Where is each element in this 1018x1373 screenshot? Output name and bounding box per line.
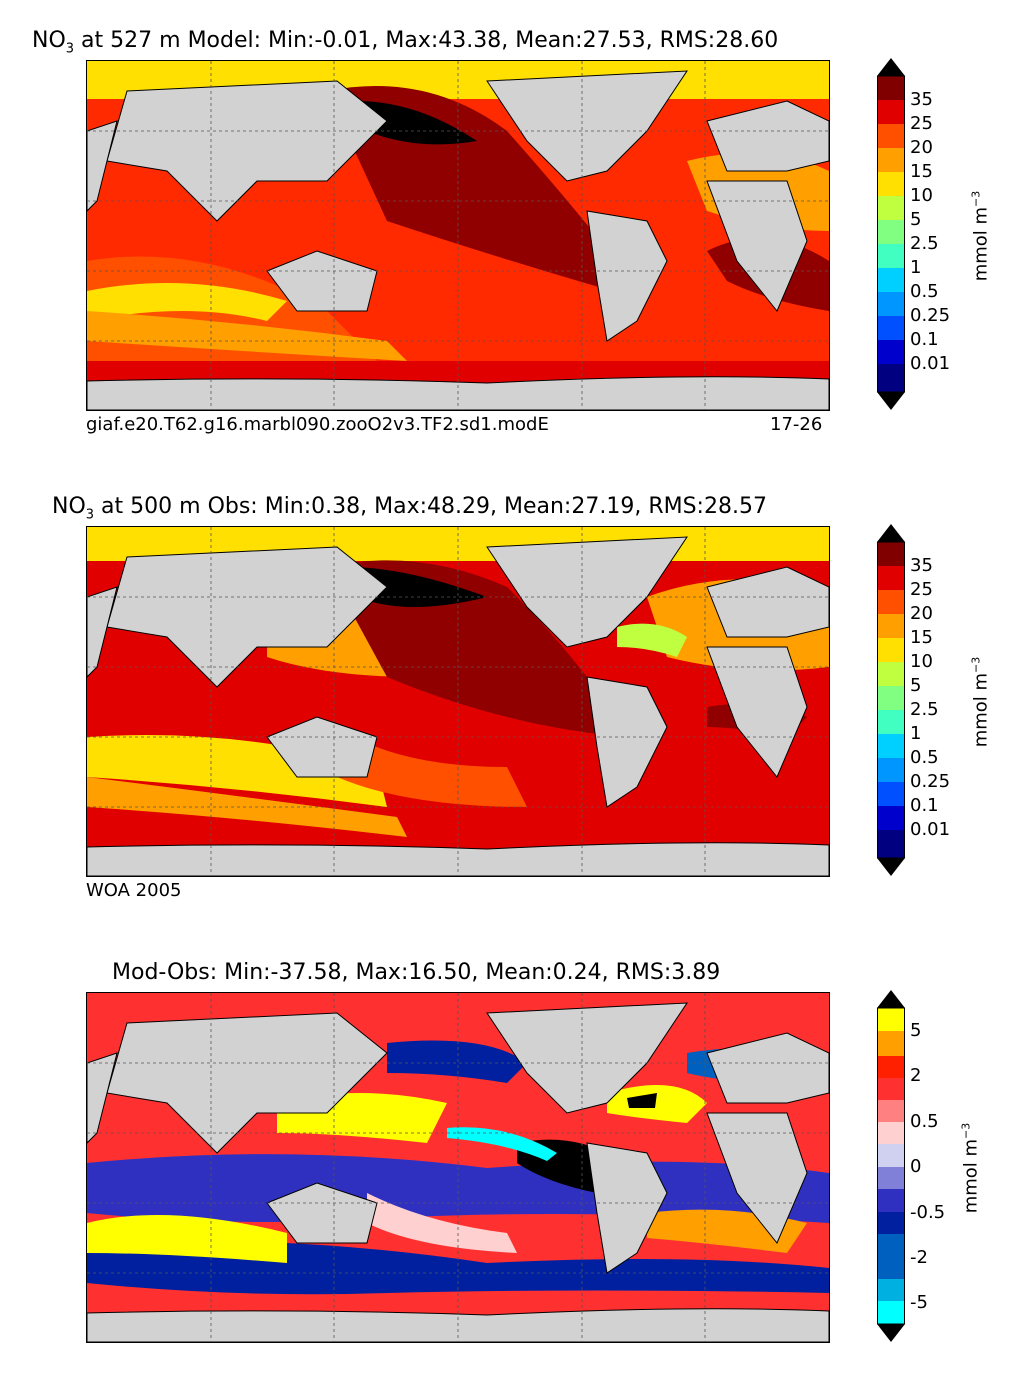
- cb1-label: 5: [910, 209, 922, 230]
- cb1-label: 35: [910, 89, 933, 110]
- cb3-label: 0: [910, 1156, 922, 1177]
- cb1-label: 0.01: [910, 353, 951, 374]
- cb2-label: 0.5: [910, 747, 939, 768]
- panel3-colorbar: [877, 990, 905, 1342]
- cb1-label: 20: [910, 137, 933, 158]
- cb2-label: 10: [910, 651, 933, 672]
- panel1-map: [86, 60, 830, 411]
- cb1-label: 0.1: [910, 329, 939, 350]
- panel3-title: Mod-Obs: Min:-37.58, Max:16.50, Mean:0.2…: [112, 960, 721, 985]
- panel2-colorbar: [877, 524, 905, 876]
- panel2-map: [86, 526, 830, 877]
- panel1-unit-label: mmol m−3: [969, 190, 992, 282]
- cb3-label: -0.5: [910, 1202, 946, 1223]
- cb1-label: 25: [910, 113, 933, 134]
- cb1-label: 0.25: [910, 305, 951, 326]
- cb3-label: 2: [910, 1065, 922, 1086]
- panel1-title: NO3 at 527 m Model: Min:-0.01, Max:43.38…: [32, 28, 779, 57]
- cb2-label: 0.1: [910, 795, 939, 816]
- panel2-unit-label: mmol m−3: [969, 656, 992, 748]
- panel2-caption-left: WOA 2005: [86, 880, 182, 901]
- cb3-label: 0.5: [910, 1111, 939, 1132]
- panel3-map: [86, 992, 830, 1343]
- panel1-caption-left: giaf.e20.T62.g16.marbl090.zooO2v3.TF2.sd…: [86, 414, 549, 435]
- cb2-label: 15: [910, 627, 933, 648]
- cb2-label: 25: [910, 579, 933, 600]
- cb2-label: 2.5: [910, 699, 939, 720]
- cb2-label: 5: [910, 675, 922, 696]
- cb2-label: 20: [910, 603, 933, 624]
- cb1-label: 0.5: [910, 281, 939, 302]
- panel2-title: NO3 at 500 m Obs: Min:0.38, Max:48.29, M…: [52, 494, 767, 523]
- cb2-label: 0.25: [910, 771, 951, 792]
- cb3-label: -5: [910, 1292, 928, 1313]
- panel1-colorbar: [877, 58, 905, 410]
- cb2-label: 0.01: [910, 819, 951, 840]
- panel3-unit-label: mmol m−3: [959, 1122, 982, 1214]
- cb1-label: 2.5: [910, 233, 939, 254]
- cb2-label: 1: [910, 723, 922, 744]
- cb1-label: 1: [910, 257, 922, 278]
- cb3-label: -2: [910, 1247, 928, 1268]
- cb3-label: 5: [910, 1020, 922, 1041]
- cb1-label: 15: [910, 161, 933, 182]
- panel1-caption-right: 17-26: [770, 414, 823, 435]
- cb2-label: 35: [910, 555, 933, 576]
- cb1-label: 10: [910, 185, 933, 206]
